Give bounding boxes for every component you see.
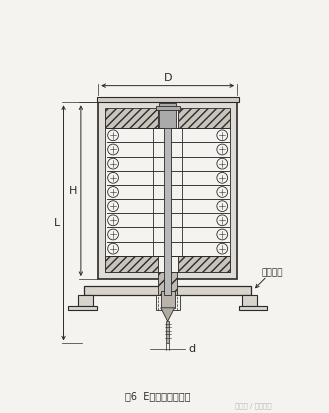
Bar <box>159 103 176 128</box>
Bar <box>242 295 257 306</box>
Bar <box>178 108 230 128</box>
Bar <box>158 272 177 295</box>
Bar <box>84 286 251 295</box>
Bar <box>78 295 93 306</box>
Bar <box>156 295 180 310</box>
Text: L: L <box>54 218 60 228</box>
Bar <box>161 291 175 308</box>
Bar <box>166 321 169 344</box>
Bar <box>105 108 158 128</box>
Text: H: H <box>69 186 77 196</box>
Bar <box>158 108 178 128</box>
Bar <box>156 106 180 109</box>
Bar <box>68 306 97 310</box>
Bar <box>98 102 237 279</box>
Text: 安装底板: 安装底板 <box>261 268 283 278</box>
Bar <box>178 256 230 272</box>
Bar <box>239 306 267 310</box>
Bar <box>105 109 230 272</box>
Bar <box>158 256 178 272</box>
Bar <box>97 97 239 102</box>
Bar <box>105 256 158 272</box>
Text: d: d <box>188 344 195 354</box>
Bar <box>164 107 171 295</box>
Text: 图6  E型吊架外形尺寸: 图6 E型吊架外形尺寸 <box>125 391 191 401</box>
Text: 头条号 / 电厂运行: 头条号 / 电厂运行 <box>235 403 271 409</box>
Text: D: D <box>164 73 172 83</box>
Polygon shape <box>161 308 175 321</box>
